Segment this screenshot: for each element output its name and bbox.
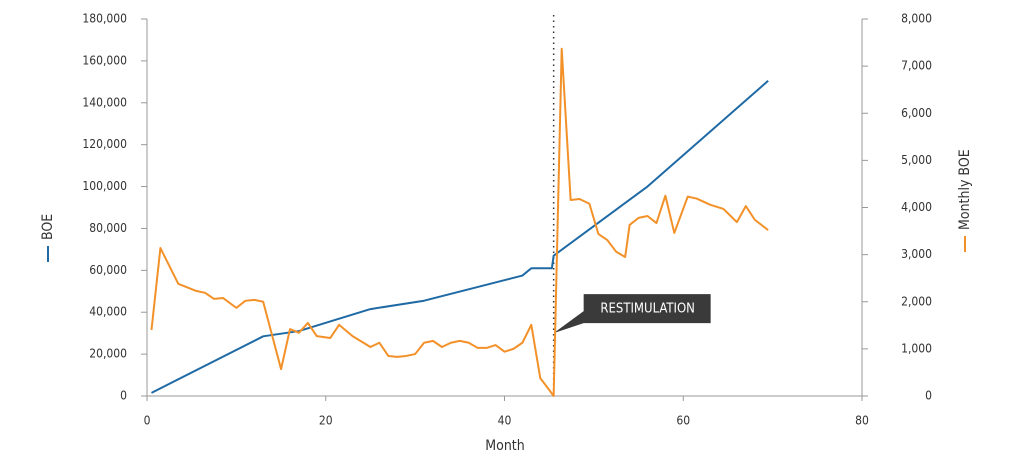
legend-item: BOE: [40, 214, 56, 262]
series-line: [151, 80, 769, 394]
y2-tick-label: 1,000: [901, 341, 932, 355]
series-line: [150, 47, 769, 397]
y2-tick-label: 5,000: [901, 153, 932, 167]
legend-item: Monthly BOE: [957, 149, 973, 252]
y2-tick-label: 4,000: [901, 200, 932, 214]
x-tick-label: 20: [319, 414, 333, 428]
y2-tick-label: 7,000: [901, 59, 932, 73]
x-axis-label: Month: [485, 438, 524, 454]
x-tick-label: 60: [676, 414, 690, 428]
y-tick-label: 40,000: [89, 305, 127, 319]
x-tick-label: 40: [498, 414, 512, 428]
y2-tick-label: 8,000: [901, 12, 932, 26]
y-tick-label: 160,000: [82, 53, 127, 67]
y2-tick-label: 3,000: [901, 247, 932, 261]
legend-label: BOE: [40, 214, 56, 240]
y-tick-label: 0: [120, 389, 127, 403]
y-tick-label: 20,000: [89, 347, 127, 361]
y-tick-label: 120,000: [82, 137, 127, 151]
y2-tick-label: 2,000: [901, 294, 932, 308]
callout-box: [553, 294, 711, 334]
y2-tick-label: 6,000: [901, 106, 932, 120]
y-tick-label: 140,000: [82, 95, 127, 109]
y-tick-label: 180,000: [82, 12, 127, 26]
y-tick-label: 100,000: [82, 179, 127, 193]
y2-tick-label: 0: [925, 389, 932, 403]
annotation-text: RESTIMULATION: [600, 302, 695, 317]
y-tick-label: 60,000: [89, 263, 127, 277]
x-tick-label: 0: [144, 414, 151, 428]
y-tick-label: 80,000: [89, 221, 127, 235]
x-tick-label: 80: [855, 414, 869, 428]
legend-label: Monthly BOE: [957, 149, 973, 230]
